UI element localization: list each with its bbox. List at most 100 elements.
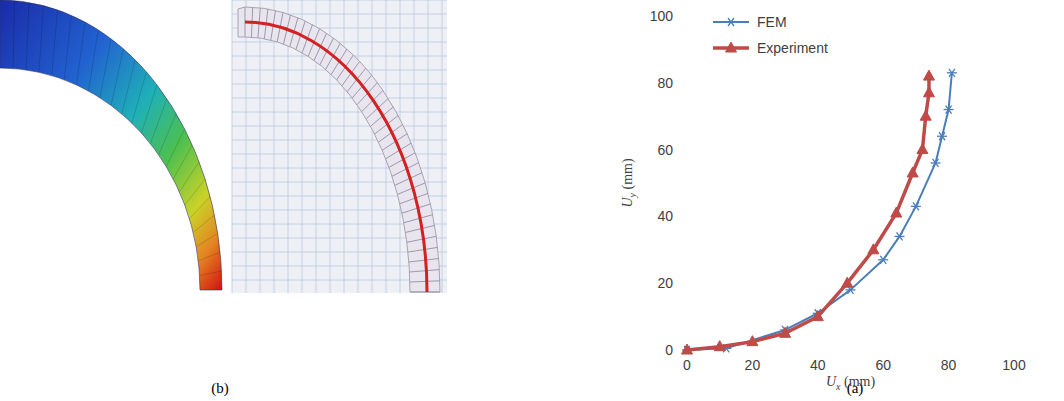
- axis-unit: (mm): [620, 158, 636, 193]
- x-tick-label: 20: [745, 357, 761, 373]
- data-point: [812, 311, 823, 321]
- actuator-rib: [408, 247, 438, 252]
- data-point: [911, 202, 921, 210]
- fem-mesh-line: [200, 271, 222, 275]
- marker-shape: [747, 336, 758, 346]
- fem-mesh-line: [159, 113, 176, 154]
- data-point: [937, 132, 947, 140]
- y-tick-label: 60: [657, 142, 673, 158]
- fem-band: [0, 0, 222, 290]
- paper-line: [232, 98, 447, 99]
- marker-shape: [726, 42, 737, 52]
- data-point: [714, 341, 725, 351]
- fem-image: [0, 0, 222, 290]
- actuator-rib: [407, 236, 436, 242]
- y-tick-label: 40: [657, 208, 673, 224]
- legend-label: FEM: [757, 14, 787, 30]
- marker-shape: [714, 341, 725, 351]
- paper-line: [260, 0, 261, 293]
- legend-marker: [726, 18, 736, 26]
- fem-mesh-line: [166, 129, 184, 167]
- y-tick-label: 20: [657, 275, 673, 291]
- fem-mesh-line: [179, 162, 199, 192]
- x-tick-label: 40: [810, 357, 826, 373]
- legend-marker: [726, 42, 737, 52]
- marker-shape: [923, 87, 934, 97]
- series-line: [687, 73, 952, 350]
- marker-shape: [880, 256, 886, 264]
- marker-shape: [949, 69, 955, 77]
- actuator-body: [238, 7, 440, 292]
- x-tick-label: 80: [941, 357, 957, 373]
- fem-mesh-line: [189, 197, 210, 219]
- grid-paper: [232, 0, 447, 293]
- fem-mesh-line: [13, 1, 14, 69]
- data-point: [917, 144, 928, 154]
- fem-mesh-line: [77, 22, 85, 85]
- paper-line: [358, 0, 359, 293]
- marker-shape: [920, 110, 931, 120]
- data-point: [931, 159, 941, 167]
- data-point: [747, 336, 758, 346]
- data-point: [780, 327, 791, 337]
- fem-mesh-line: [196, 233, 218, 246]
- y-tick-label: 0: [665, 342, 673, 358]
- fem-mesh-line: [132, 72, 147, 123]
- fem-mesh-line: [111, 49, 123, 106]
- data-point: [944, 106, 954, 114]
- paper-line: [274, 0, 275, 293]
- marker-shape: [923, 70, 934, 80]
- marker-shape: [939, 132, 945, 140]
- data-point: [920, 110, 931, 120]
- photo: [232, 0, 447, 293]
- x-tick-label: 0: [683, 357, 691, 373]
- fem-mesh-line: [185, 179, 205, 205]
- panel-label: (b): [211, 380, 229, 397]
- data-point: [682, 344, 693, 354]
- marker-shape: [913, 202, 919, 210]
- red-line: [245, 22, 427, 292]
- canvas: (b)(a)020406080100020406080100Ux (mm)Uy …: [0, 0, 1064, 401]
- y-tick-label: 80: [657, 75, 673, 91]
- data-point: [878, 256, 888, 264]
- x-axis-title: Ux (mm): [826, 374, 876, 392]
- fem-mesh-line: [141, 85, 157, 133]
- y-axis-title: Uy (mm): [620, 158, 638, 208]
- actuator-rib: [410, 292, 440, 293]
- fem-mesh-line: [150, 99, 167, 144]
- marker-shape: [842, 277, 853, 287]
- fem-mesh-line: [39, 6, 43, 73]
- x-tick-label: 100: [1002, 357, 1026, 373]
- paper-line: [344, 0, 345, 293]
- data-point: [868, 244, 879, 254]
- paper-line: [232, 126, 447, 127]
- marker-shape: [939, 132, 945, 140]
- paper-line: [232, 0, 233, 293]
- x-tick-label: 60: [875, 357, 891, 373]
- fem-mesh-line: [64, 15, 71, 79]
- marker-shape: [728, 18, 734, 26]
- plot-data: [682, 69, 957, 354]
- paper-line: [246, 0, 247, 293]
- actuator-rib: [409, 270, 439, 272]
- marker-shape: [812, 311, 823, 321]
- legend-label: Experiment: [757, 40, 828, 56]
- marker-shape: [880, 256, 886, 264]
- marker-shape: [949, 69, 955, 77]
- marker-shape: [933, 159, 939, 167]
- chart: 020406080100020406080100Ux (mm)Uy (mm)FE…: [620, 8, 1026, 392]
- fem-mesh-line: [88, 30, 98, 91]
- data-point: [842, 277, 853, 287]
- paper-line: [232, 84, 447, 85]
- marker-shape: [946, 106, 952, 114]
- marker-shape: [780, 327, 791, 337]
- marker-shape: [891, 207, 902, 217]
- marker-shape: [907, 167, 918, 177]
- fem-mesh-line: [100, 39, 111, 98]
- data-point: [895, 232, 905, 240]
- legend: FEM Experiment: [713, 14, 828, 56]
- actuator-rib: [409, 259, 439, 263]
- marker-shape: [868, 244, 879, 254]
- marker-shape: [897, 232, 903, 240]
- actuator-rib: [410, 281, 440, 282]
